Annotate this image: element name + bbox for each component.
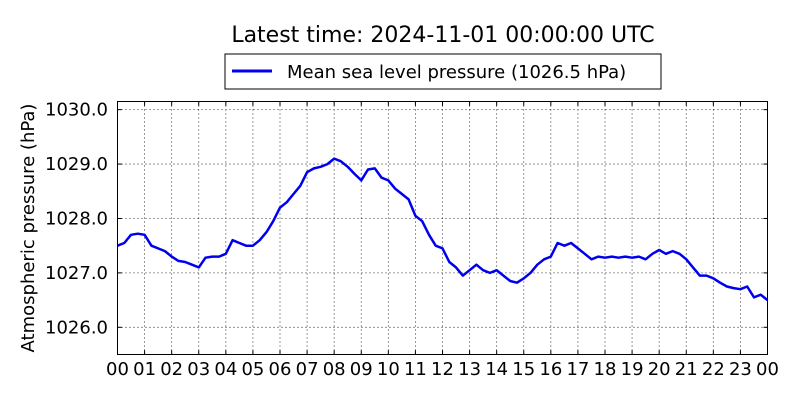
legend: Mean sea level pressure (1026.5 hPa) <box>224 53 662 90</box>
x-tick-label: 17 <box>566 359 589 380</box>
x-tick-label: 14 <box>485 359 508 380</box>
x-tick-label: 00 <box>756 359 779 380</box>
y-tick-label: 1026.0 <box>45 317 108 338</box>
y-axis-ticks: 1026.0 1027.0 1028.0 1029.0 1030.0 <box>45 100 768 338</box>
series-line-msl-pressure <box>117 157 769 302</box>
x-tick-label: 03 <box>187 359 210 380</box>
x-tick-label: 11 <box>404 359 427 380</box>
x-tick-label: 07 <box>296 359 319 380</box>
x-tick-label: 06 <box>269 359 292 380</box>
y-tick-label: 1028.0 <box>45 208 108 229</box>
x-tick-label: 15 <box>512 359 535 380</box>
x-tick-label: 12 <box>431 359 454 380</box>
x-tick-label: 10 <box>377 359 400 380</box>
chart-title: Latest time: 2024-11-01 00:00:00 UTC <box>231 23 654 48</box>
y-tick-label: 1030.0 <box>45 100 108 121</box>
x-tick-label: 01 <box>133 359 156 380</box>
x-tick-label: 08 <box>323 359 346 380</box>
y-axis-label: Atmospheric pressure (hPa) <box>18 104 39 353</box>
x-tick-label: 23 <box>729 359 752 380</box>
x-tick-label: 04 <box>214 359 237 380</box>
x-tick-label: 22 <box>702 359 725 380</box>
x-tick-label: 21 <box>675 359 698 380</box>
x-tick-label: 19 <box>621 359 644 380</box>
legend-label: Mean sea level pressure (1026.5 hPa) <box>287 62 626 83</box>
legend-box <box>224 53 662 90</box>
x-tick-label: 18 <box>594 359 617 380</box>
grid <box>117 101 768 355</box>
y-tick-label: 1029.0 <box>45 154 108 175</box>
x-tick-label: 02 <box>160 359 183 380</box>
x-tick-label: 00 <box>106 359 129 380</box>
x-tick-label: 13 <box>458 359 481 380</box>
x-tick-label: 16 <box>539 359 562 380</box>
plot-area-frame <box>117 101 768 355</box>
x-tick-label: 09 <box>350 359 373 380</box>
x-tick-label: 20 <box>648 359 671 380</box>
y-tick-label: 1027.0 <box>45 263 108 284</box>
x-tick-label: 05 <box>241 359 264 380</box>
series-layer <box>117 157 769 302</box>
x-axis-ticks: 00 01 02 03 04 05 06 07 08 09 10 11 12 13 14 15 16 17 18 19… <box>106 101 779 380</box>
